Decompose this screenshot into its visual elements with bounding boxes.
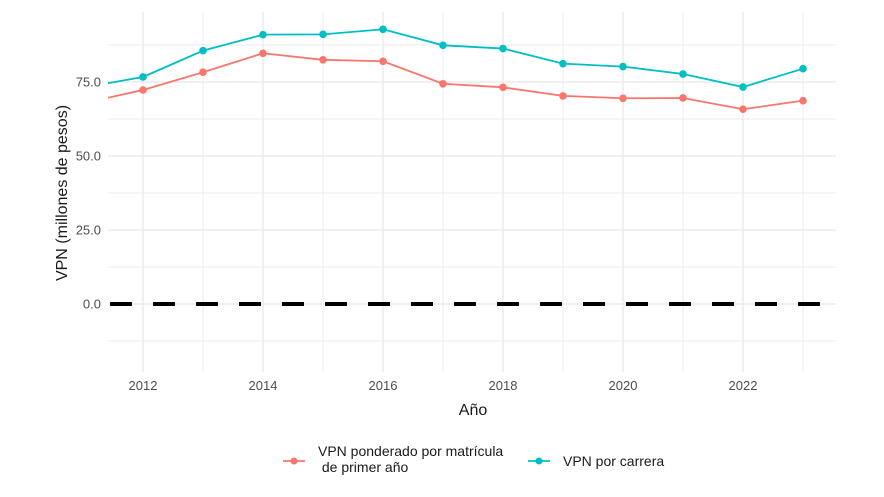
data-point [79,100,87,108]
series-vpn-por-carrera [108,25,807,91]
data-point [499,44,507,53]
data-point [439,41,447,50]
x-tick-label: 2012 [129,378,158,393]
data-point [439,79,447,88]
data-point [619,62,627,71]
x-tick-label: 2022 [729,378,758,393]
legend-label: de primer año [318,459,408,475]
x-tick-label: 2016 [369,378,398,393]
legend-key-point [535,457,543,465]
x-tick-label: 2020 [609,378,638,393]
legend-label: VPN ponderado por matrícula [318,443,503,459]
legend: VPN ponderado por matrícula de primer añ… [283,443,664,475]
y-tick-label: 25.0 [76,223,101,238]
data-point [799,64,807,73]
grid [108,12,836,372]
y-axis-ticks: 0.0 25.0 50.0 75.0 [76,75,101,312]
data-point [559,59,567,68]
data-point [619,94,627,103]
data-point [739,105,747,114]
data-point [379,57,387,66]
legend-item: VPN ponderado por matrícula de primer añ… [283,443,503,475]
data-point [739,83,747,91]
data-point [319,30,327,39]
data-point [679,70,687,78]
x-axis-title: Año [459,402,488,419]
y-tick-label: 0.0 [83,297,101,312]
legend-label: VPN por carrera [563,453,664,469]
data-point [379,25,387,34]
legend-item: VPN por carrera [528,453,664,469]
y-axis-title: VPN (millones de pesos) [54,105,71,281]
y-tick-label: 75.0 [76,75,101,90]
x-axis-ticks: 2012 2014 2016 2018 2020 2022 [129,378,758,393]
data-point [139,86,147,94]
data-point [199,46,207,55]
series-group [79,25,807,114]
series-vpn-ponderado [79,49,807,114]
y-tick-label: 50.0 [76,149,101,164]
data-point [199,68,207,77]
data-point [259,49,267,58]
x-tick-label: 2018 [489,378,518,393]
data-point [319,56,327,64]
data-point [139,73,147,81]
legend-key-point [290,457,298,465]
data-point [799,96,807,105]
data-point [679,94,687,102]
x-tick-label: 2014 [249,378,278,393]
data-point [559,92,567,100]
data-point [259,30,267,39]
data-point [499,83,507,92]
